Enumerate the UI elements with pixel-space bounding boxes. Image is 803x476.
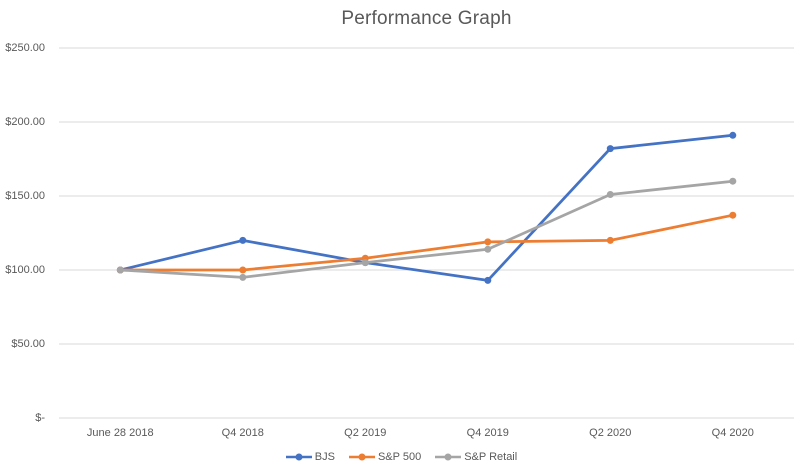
legend-line-marker-icon [285, 453, 312, 461]
series-marker [484, 238, 492, 246]
legend-item-label: BJS [314, 451, 335, 463]
series-marker [361, 259, 369, 267]
x-axis-label: Q2 2019 [344, 427, 387, 439]
y-axis-tick-label: $200.00 [5, 116, 45, 128]
series-line-bjs [118, 133, 735, 282]
y-axis-tick-label: $50.00 [11, 338, 45, 350]
series-marker [116, 266, 124, 274]
series-marker [606, 145, 614, 153]
y-axis-tick-label: $250.00 [5, 42, 45, 54]
legend-line-marker-icon [348, 453, 375, 461]
x-axis-label: June 28 2018 [86, 427, 154, 439]
series-line-s-p-retail [118, 179, 735, 279]
series-marker [729, 131, 737, 139]
legend-line-marker-icon [435, 453, 462, 461]
series-marker [239, 236, 247, 244]
y-axis-tick-label: $100.00 [5, 264, 45, 276]
series-line-s-p-500 [118, 213, 735, 272]
y-axis-tick-label: $- [35, 412, 45, 424]
legend-item-label: S&P Retail [464, 451, 518, 463]
series-marker [729, 211, 737, 219]
legend-item: S&P Retail [435, 450, 517, 464]
x-axis-label: Q4 2019 [466, 427, 509, 439]
series-marker [484, 245, 492, 253]
x-axis-label: Q2 2020 [589, 427, 632, 439]
y-axis-tick-label: $150.00 [5, 190, 45, 202]
x-axis-label: Q4 2018 [221, 427, 264, 439]
series-marker [239, 266, 247, 274]
chart-title: Performance Graph [341, 8, 512, 29]
series-marker [239, 273, 247, 281]
legend: BJS S&P 500 S&P Retail [0, 450, 803, 464]
series-marker [729, 177, 737, 185]
legend-item: BJS [285, 450, 335, 464]
legend-item-label: S&P 500 [377, 451, 422, 463]
series-marker [484, 276, 492, 284]
series-marker [606, 191, 614, 198]
legend-item: S&P 500 [348, 450, 422, 464]
series-marker [606, 236, 614, 244]
x-axis-label: Q4 2020 [711, 427, 754, 439]
